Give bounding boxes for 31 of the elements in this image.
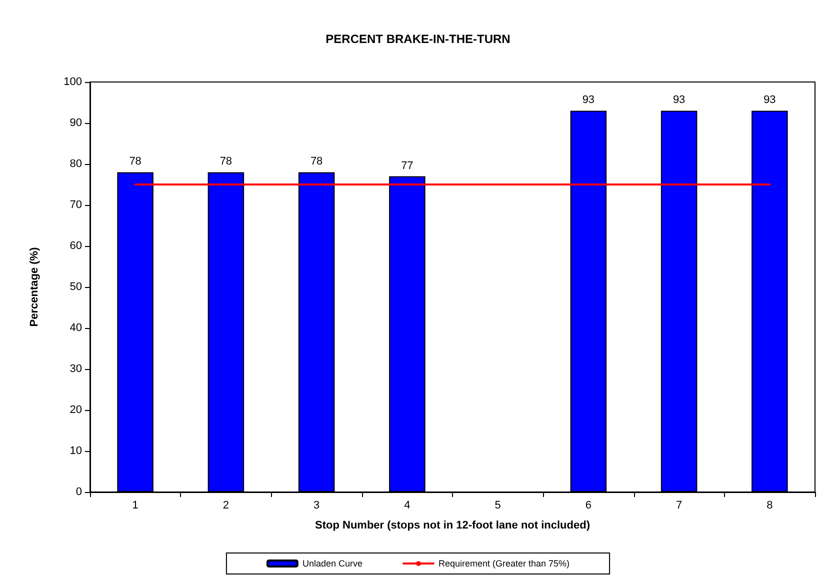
y-tick-label: 90 <box>70 117 82 129</box>
y-tick-label: 100 <box>64 76 82 88</box>
y-tick-label: 50 <box>70 281 82 293</box>
x-tick-label: 2 <box>222 500 229 512</box>
x-tick-label: 6 <box>585 500 592 512</box>
data-label: 93 <box>582 94 595 106</box>
y-axis-title: Percentage (%) <box>28 246 40 327</box>
data-label: 78 <box>129 156 142 168</box>
y-tick-label: 80 <box>70 158 82 170</box>
legend-label: Unladen Curve <box>302 558 362 568</box>
chart-title: PERCENT BRAKE-IN-THE-TURN <box>326 32 510 46</box>
x-tick-label: 4 <box>404 500 410 512</box>
data-label: 78 <box>310 156 323 168</box>
x-tick-label: 5 <box>494 500 501 512</box>
y-tick-label: 30 <box>70 363 82 375</box>
data-label: 78 <box>220 156 232 168</box>
y-tick-label: 70 <box>70 199 82 211</box>
x-tick-label: 3 <box>314 500 320 512</box>
y-tick-label: 20 <box>70 404 82 416</box>
legend-label: Requirement (Greater than 75%) <box>438 558 570 568</box>
y-tick-label: 0 <box>76 486 82 498</box>
x-axis-title: Stop Number (stops not in 12-foot lane not included) <box>315 520 590 532</box>
data-label: 93 <box>764 94 776 106</box>
data-label: 77 <box>401 160 414 172</box>
x-tick-label: 1 <box>132 500 138 512</box>
x-tick-label: 7 <box>676 500 682 512</box>
y-tick-label: 60 <box>70 240 82 252</box>
x-tick-label: 8 <box>766 500 773 512</box>
y-tick-label: 10 <box>70 445 82 457</box>
y-tick-label: 40 <box>70 322 82 334</box>
data-label: 93 <box>672 94 686 106</box>
